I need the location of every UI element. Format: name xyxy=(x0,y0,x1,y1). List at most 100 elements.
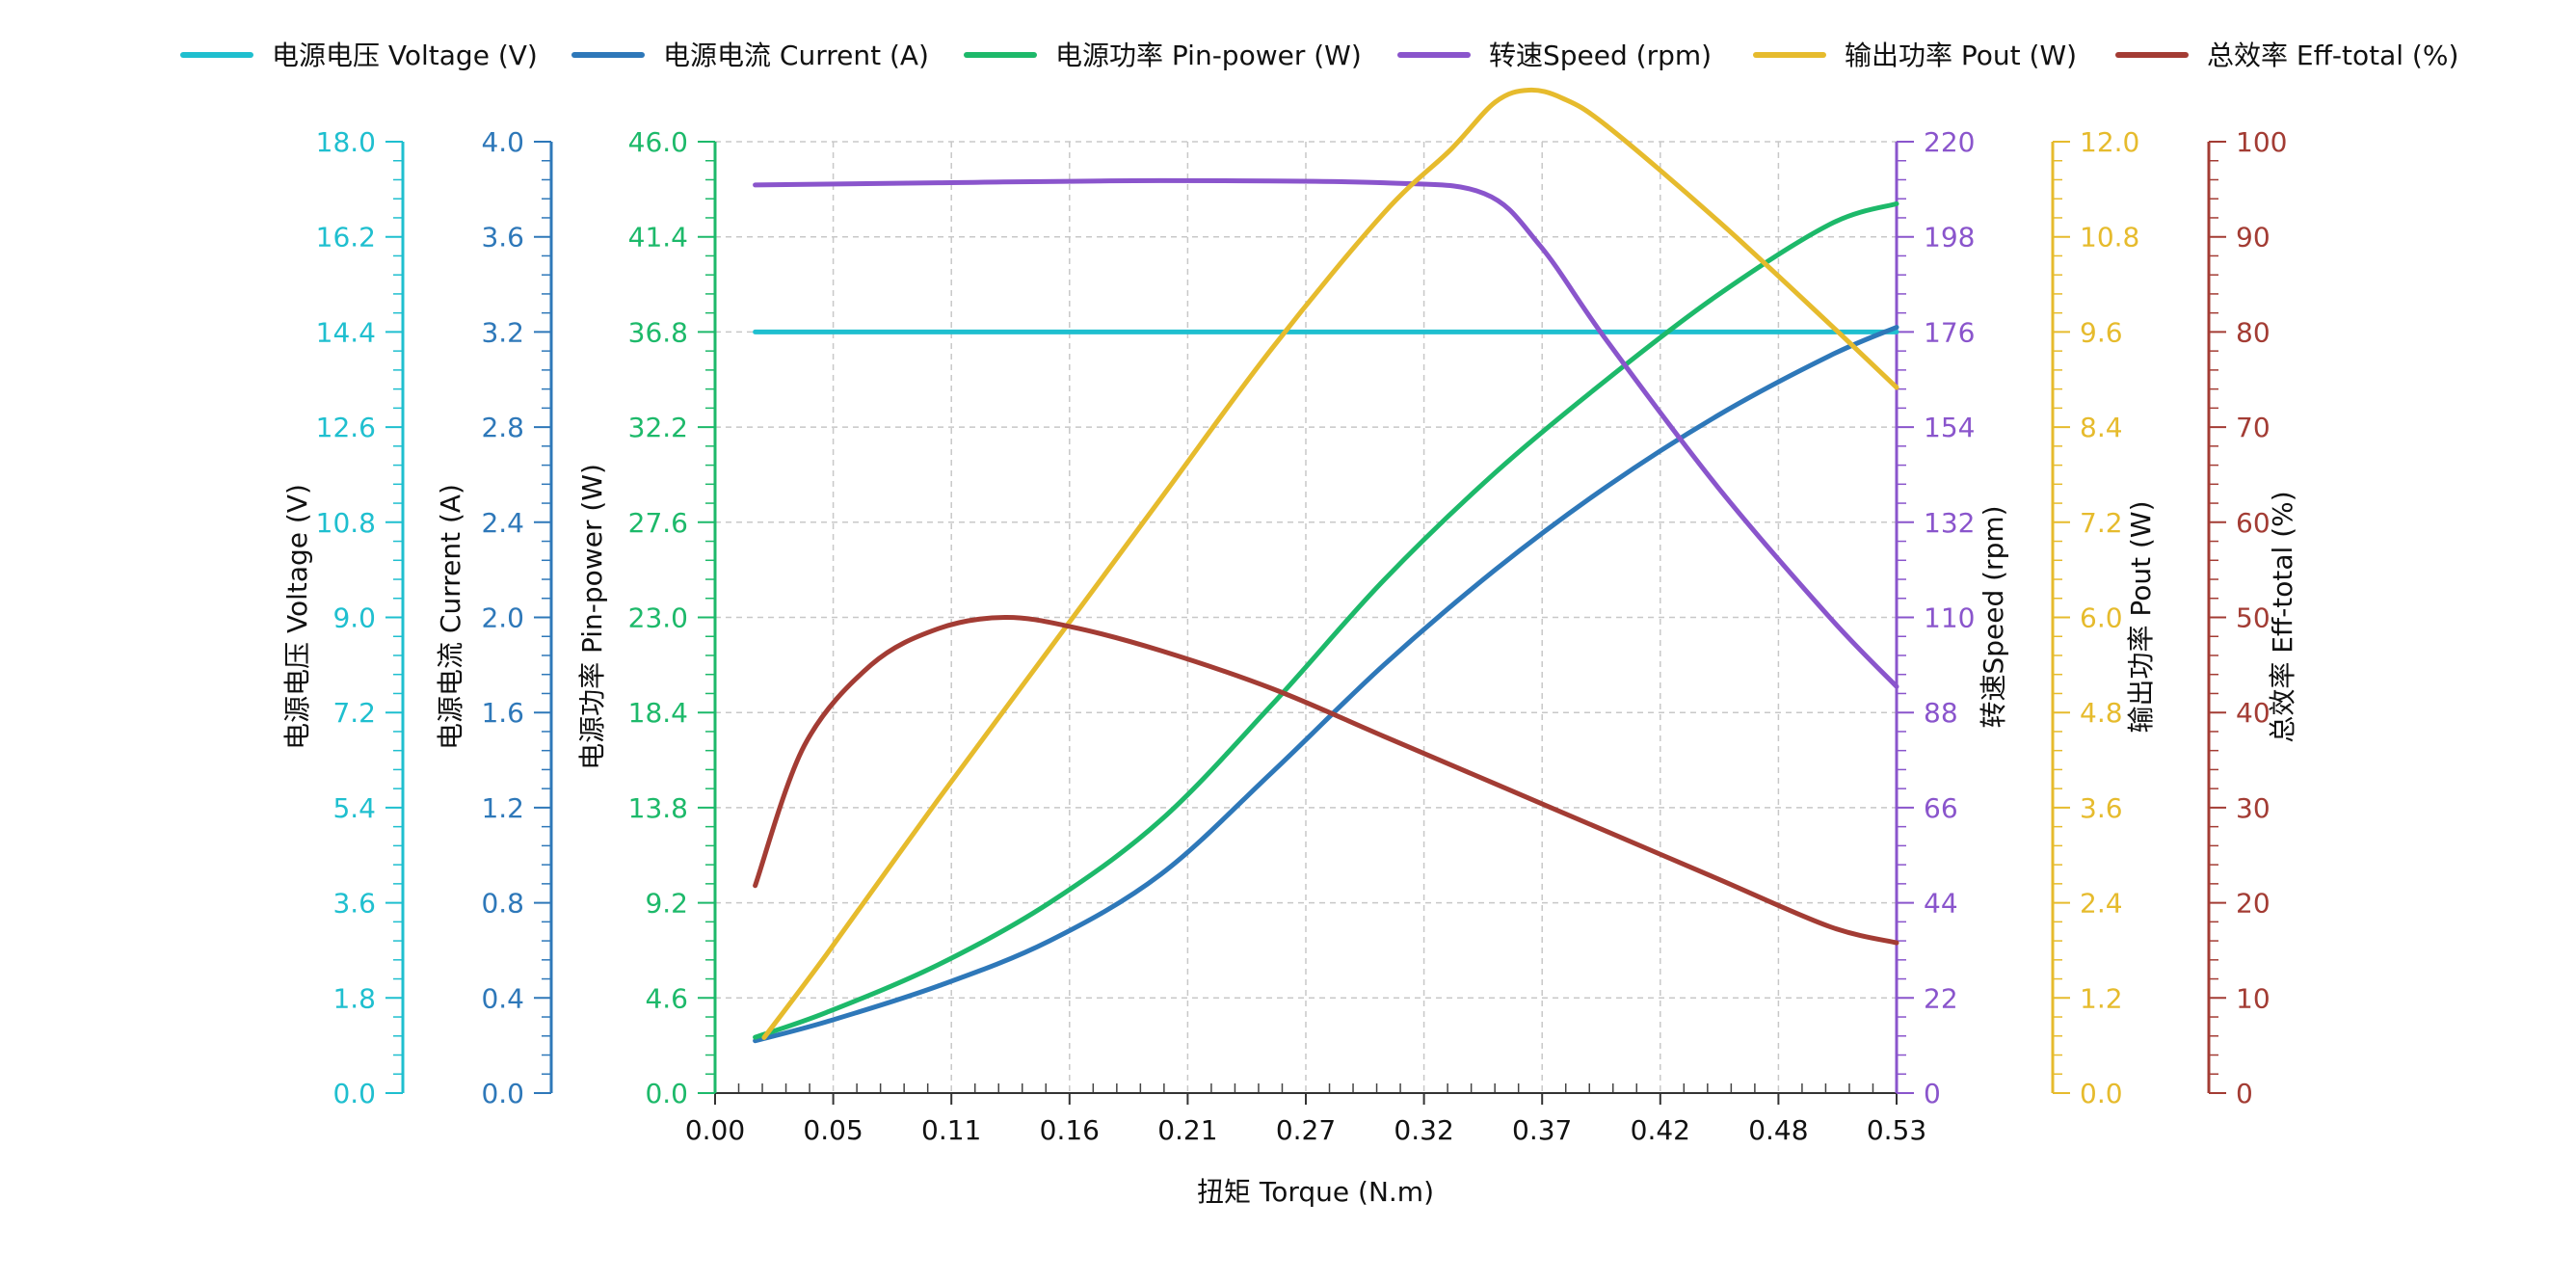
y-tick-label-voltage: 7.2 xyxy=(332,697,376,729)
y-tick-label-current: 4.0 xyxy=(481,126,524,158)
y-tick-label-voltage: 14.4 xyxy=(316,316,376,348)
y-axis-label-voltage: 电源电压 Voltage (V) xyxy=(281,484,313,750)
y-axis-label-current: 电源电流 Current (A) xyxy=(435,484,466,750)
y-tick-label-current: 1.6 xyxy=(481,697,524,729)
y-tick-label-voltage: 9.0 xyxy=(332,602,376,634)
y-tick-label-current: 2.0 xyxy=(481,602,524,634)
y-tick-label-speed: 66 xyxy=(1924,792,1958,824)
y-axis-label-eff: 总效率 Eff-total (%) xyxy=(2267,491,2298,742)
y-tick-label-speed: 110 xyxy=(1924,602,1975,634)
y-tick-label-speed: 22 xyxy=(1924,982,1958,1014)
y-axis-pin: 0.0 4.6 9.2 13.8 18.4 23.0 27.6 32.2 36.8 41.4 46.… xyxy=(576,126,717,1109)
x-tick-label: 0.32 xyxy=(1394,1114,1453,1146)
series-line-eff xyxy=(753,614,1899,946)
y-tick-label-current: 2.8 xyxy=(481,412,524,443)
y-tick-label-pin: 13.8 xyxy=(628,792,688,824)
y-tick-label-speed: 198 xyxy=(1924,222,1975,254)
y-tick-label-voltage: 10.8 xyxy=(316,507,376,539)
y-tick-label-speed: 132 xyxy=(1924,507,1975,539)
y-tick-label-voltage: 1.8 xyxy=(332,982,376,1014)
y-tick-label-pin: 46.0 xyxy=(628,126,688,158)
y-tick-label-pout: 1.2 xyxy=(2080,982,2123,1014)
y-tick-label-speed: 176 xyxy=(1924,316,1975,348)
y-tick-label-current: 0.4 xyxy=(481,982,524,1014)
series-line-current xyxy=(753,325,1899,1044)
x-tick-label: 0.11 xyxy=(921,1114,981,1146)
y-tick-label-voltage: 3.6 xyxy=(332,888,376,920)
y-axis-voltage: 0.0 1.8 3.6 5.4 7.2 9.0 10.8 12.6 14.4 16.2 18.0 电源… xyxy=(281,126,405,1109)
series-line-pin xyxy=(753,200,1899,1040)
x-tick-label: 0.27 xyxy=(1276,1114,1336,1146)
y-axis-label-pin: 电源功率 Pin-power (W) xyxy=(576,464,608,770)
y-axis-current: 0.0 0.4 0.8 1.2 1.6 2.0 2.4 2.8 3.2 3.6 4.0 电源电流 Cu… xyxy=(435,126,553,1109)
x-tick-label: 0.42 xyxy=(1631,1114,1690,1146)
y-tick-label-voltage: 12.6 xyxy=(316,412,376,443)
y-axis-label-pout: 输出功率 Pout (W) xyxy=(2125,500,2157,733)
y-tick-label-eff: 60 xyxy=(2236,507,2271,539)
y-tick-label-current: 3.2 xyxy=(481,316,524,348)
y-tick-label-current: 0.8 xyxy=(481,888,524,920)
y-tick-label-pout: 6.0 xyxy=(2080,602,2123,634)
y-tick-label-eff: 80 xyxy=(2236,316,2271,348)
y-tick-label-eff: 50 xyxy=(2236,602,2271,634)
y-tick-label-pin: 32.2 xyxy=(628,412,688,443)
y-tick-label-pin: 9.2 xyxy=(645,888,688,920)
legend-label-voltage: 电源电压 Voltage (V) xyxy=(272,40,538,71)
x-tick-label: 0.16 xyxy=(1040,1114,1100,1146)
y-tick-label-eff: 0 xyxy=(2236,1078,2253,1109)
y-tick-label-pout: 2.4 xyxy=(2080,888,2123,920)
y-axis-label-speed: 转速Speed (rpm) xyxy=(1978,505,2009,728)
grid-lines xyxy=(715,141,1898,1093)
y-tick-label-speed: 220 xyxy=(1924,126,1975,158)
y-tick-label-eff: 30 xyxy=(2236,792,2271,824)
y-tick-label-pout: 0.0 xyxy=(2080,1078,2123,1109)
legend-label-pout: 输出功率 Pout (W) xyxy=(1845,40,2077,71)
y-axis-eff: 0 10 20 30 40 50 60 70 80 90 100 总效率 Eff-total (%) xyxy=(2207,126,2298,1109)
y-axis-speed: 0 22 44 66 88 110 132 154 176 198 220 转速Speed (rpm) xyxy=(1895,126,2009,1109)
y-tick-label-speed: 88 xyxy=(1924,697,1958,729)
legend-label-current: 电源电流 Current (A) xyxy=(663,40,929,71)
x-tick-label: 0.00 xyxy=(685,1114,745,1146)
y-tick-label-pin: 27.6 xyxy=(628,507,688,539)
y-tick-label-eff: 100 xyxy=(2236,126,2287,158)
y-tick-label-pout: 8.4 xyxy=(2080,412,2123,443)
y-tick-label-current: 2.4 xyxy=(481,507,524,539)
x-tick-label: 0.53 xyxy=(1867,1114,1926,1146)
x-tick-label: 0.21 xyxy=(1157,1114,1217,1146)
y-tick-label-voltage: 5.4 xyxy=(332,792,376,824)
x-axis: 0.00 0.05 0.11 0.16 0.21 0.27 0.32 0.37 0.42 0.48… xyxy=(685,1092,1926,1208)
legend: 电源电压 Voltage (V) 电源电流 Current (A) 电源功率 Pin… xyxy=(180,40,2458,71)
y-tick-label-current: 1.2 xyxy=(481,792,524,824)
y-tick-label-pin: 4.6 xyxy=(645,982,688,1014)
x-axis-label: 扭矩 Torque (N.m) xyxy=(1197,1176,1434,1208)
y-tick-label-speed: 154 xyxy=(1924,412,1975,443)
x-tick-label: 0.37 xyxy=(1512,1114,1572,1146)
y-tick-label-pin: 0.0 xyxy=(645,1078,688,1109)
series-line-pout xyxy=(761,87,1899,1040)
y-tick-label-eff: 20 xyxy=(2236,888,2271,920)
y-tick-label-pout: 10.8 xyxy=(2080,222,2139,254)
legend-label-eff: 总效率 Eff-total (%) xyxy=(2207,40,2458,71)
y-tick-label-voltage: 0.0 xyxy=(332,1078,376,1109)
y-tick-label-pout: 7.2 xyxy=(2080,507,2123,539)
y-tick-label-voltage: 16.2 xyxy=(316,222,376,254)
legend-label-pin: 电源功率 Pin-power (W) xyxy=(1055,40,1362,71)
x-tick-label: 0.05 xyxy=(803,1114,863,1146)
y-tick-label-speed: 0 xyxy=(1924,1078,1941,1109)
y-axis-pout: 0.0 1.2 2.4 3.6 4.8 6.0 7.2 8.4 9.6 10.8 12.0 输出功率 … xyxy=(2051,126,2157,1109)
series-lines xyxy=(753,87,1899,1044)
y-tick-label-eff: 10 xyxy=(2236,982,2271,1014)
y-tick-label-pin: 18.4 xyxy=(628,697,688,729)
series-line-speed xyxy=(753,177,1899,689)
y-tick-label-eff: 90 xyxy=(2236,222,2271,254)
y-tick-label-voltage: 18.0 xyxy=(316,126,376,158)
y-tick-label-eff: 40 xyxy=(2236,697,2271,729)
y-tick-label-current: 0.0 xyxy=(481,1078,524,1109)
y-tick-label-current: 3.6 xyxy=(481,222,524,254)
y-tick-label-pout: 4.8 xyxy=(2080,697,2123,729)
y-tick-label-eff: 70 xyxy=(2236,412,2271,443)
y-tick-label-pin: 23.0 xyxy=(628,602,688,634)
y-tick-label-speed: 44 xyxy=(1924,888,1958,920)
